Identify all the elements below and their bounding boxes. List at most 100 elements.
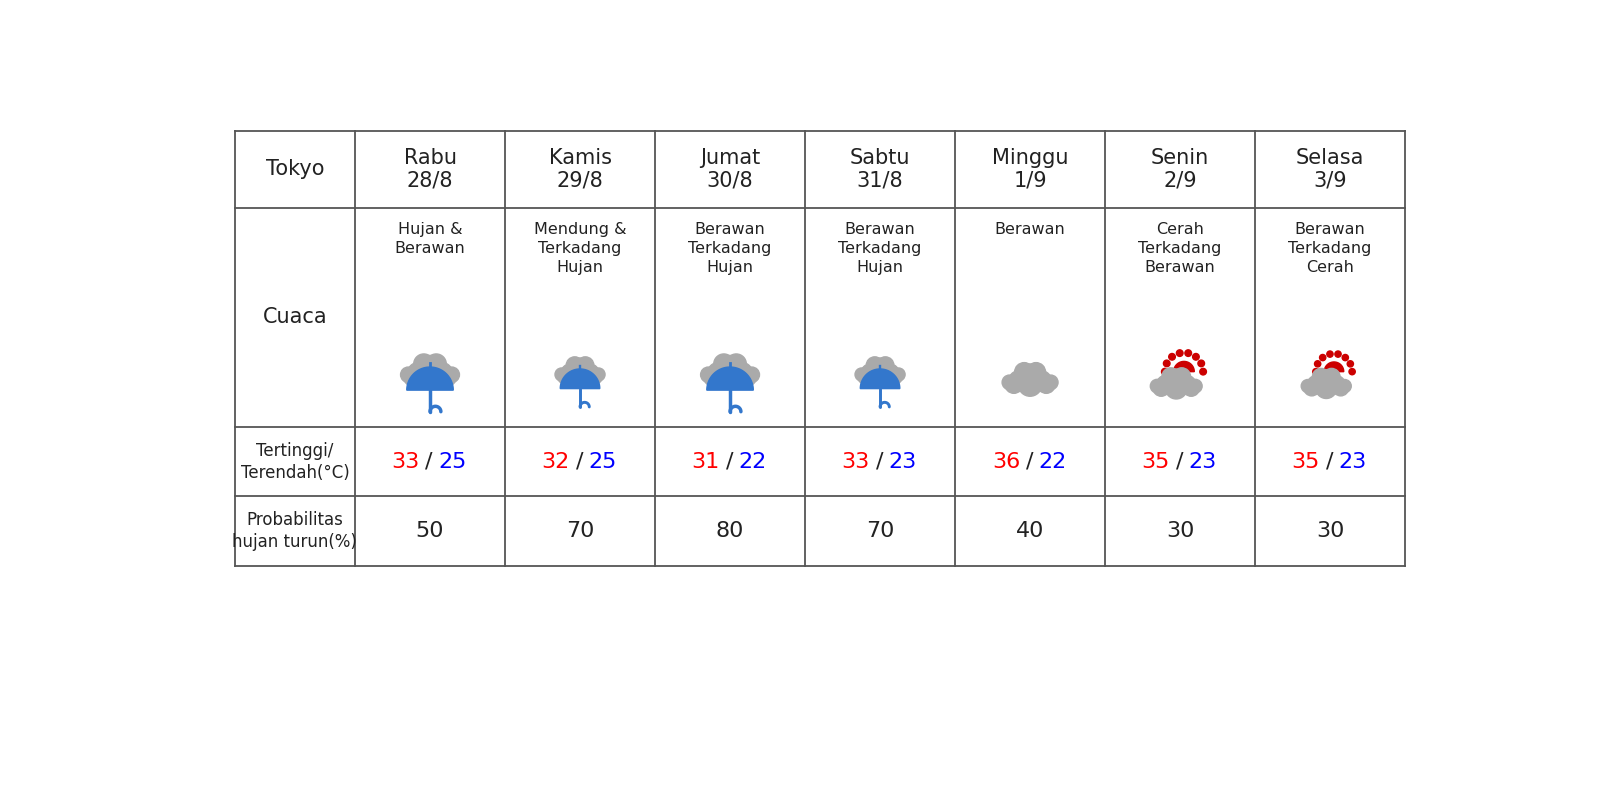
Circle shape (1008, 370, 1029, 391)
Circle shape (438, 368, 456, 386)
Circle shape (1176, 350, 1182, 357)
Text: 33: 33 (842, 452, 870, 472)
Circle shape (566, 357, 584, 374)
Circle shape (1304, 380, 1320, 396)
Circle shape (1018, 364, 1043, 390)
Text: 50: 50 (416, 521, 445, 541)
Circle shape (1043, 375, 1058, 390)
Circle shape (714, 354, 734, 374)
Circle shape (731, 362, 752, 384)
Text: 23: 23 (1339, 452, 1366, 472)
Circle shape (726, 354, 746, 374)
Circle shape (443, 367, 459, 382)
Circle shape (416, 355, 443, 383)
Circle shape (704, 368, 722, 386)
Circle shape (744, 367, 760, 382)
Circle shape (861, 364, 880, 382)
Circle shape (1315, 378, 1336, 398)
Circle shape (1037, 376, 1054, 394)
Text: Selasa
3/9: Selasa 3/9 (1296, 147, 1365, 190)
Circle shape (1192, 354, 1200, 360)
Circle shape (562, 364, 579, 382)
Text: Minggu
1/9: Minggu 1/9 (992, 147, 1069, 190)
Circle shape (400, 367, 416, 382)
Circle shape (1347, 361, 1354, 367)
Text: 36: 36 (992, 452, 1021, 472)
Text: 32: 32 (542, 452, 570, 472)
Text: 30: 30 (1315, 521, 1344, 541)
Circle shape (1301, 379, 1314, 393)
Circle shape (869, 358, 891, 382)
Circle shape (869, 366, 891, 387)
Circle shape (1163, 360, 1170, 366)
Text: /: / (426, 452, 434, 472)
Circle shape (880, 364, 899, 382)
Circle shape (1334, 351, 1341, 358)
Circle shape (1349, 369, 1355, 374)
Circle shape (738, 368, 757, 386)
Circle shape (1163, 369, 1189, 394)
Text: Cerah
Terkadang
Berawan: Cerah Terkadang Berawan (1139, 222, 1222, 275)
Text: /: / (1176, 452, 1182, 472)
Text: 30: 30 (1166, 521, 1194, 541)
Text: 23: 23 (888, 452, 917, 472)
Text: Kamis
29/8: Kamis 29/8 (549, 147, 611, 190)
Circle shape (558, 369, 573, 384)
Circle shape (854, 368, 869, 381)
Text: /: / (725, 452, 733, 472)
Text: Tokyo: Tokyo (266, 159, 325, 179)
Circle shape (1323, 368, 1341, 386)
Text: Berawan
Terkadang
Cerah: Berawan Terkadang Cerah (1288, 222, 1371, 275)
Circle shape (1338, 379, 1352, 393)
Circle shape (718, 365, 742, 390)
Circle shape (568, 358, 592, 382)
Circle shape (1150, 379, 1163, 393)
Circle shape (1326, 375, 1346, 394)
Text: Rabu
28/8: Rabu 28/8 (403, 147, 456, 190)
Circle shape (555, 368, 568, 381)
Polygon shape (1325, 362, 1344, 372)
Circle shape (1154, 380, 1170, 396)
Text: Tertinggi/
Terendah(°C): Tertinggi/ Terendah(°C) (240, 442, 349, 482)
Text: Senin
2/9: Senin 2/9 (1150, 147, 1210, 190)
Circle shape (717, 355, 744, 383)
Text: 25: 25 (438, 452, 467, 472)
Text: Berawan: Berawan (995, 222, 1066, 237)
Text: /: / (576, 452, 582, 472)
Text: Jumat
30/8: Jumat 30/8 (699, 147, 760, 190)
Text: 33: 33 (392, 452, 419, 472)
Circle shape (1307, 375, 1325, 394)
Text: /: / (875, 452, 883, 472)
Circle shape (1320, 354, 1326, 361)
Text: Mendung &
Terkadang
Hujan: Mendung & Terkadang Hujan (534, 222, 626, 275)
Circle shape (1198, 360, 1205, 366)
Circle shape (1178, 375, 1197, 394)
Circle shape (1342, 354, 1349, 361)
Circle shape (1014, 362, 1034, 382)
Circle shape (426, 354, 446, 374)
Circle shape (701, 367, 717, 382)
Text: /: / (1325, 452, 1333, 472)
Circle shape (418, 365, 443, 390)
Circle shape (1162, 368, 1179, 386)
Circle shape (576, 357, 594, 374)
Circle shape (414, 354, 434, 374)
Circle shape (1018, 373, 1042, 396)
Text: 35: 35 (1291, 452, 1320, 472)
Circle shape (1333, 380, 1349, 396)
Polygon shape (560, 369, 600, 389)
Polygon shape (707, 367, 754, 390)
Circle shape (1165, 378, 1187, 399)
Circle shape (1312, 369, 1318, 374)
Circle shape (581, 364, 598, 382)
Circle shape (1026, 362, 1045, 382)
Text: 40: 40 (1016, 521, 1045, 541)
Text: Hujan &
Berawan: Hujan & Berawan (395, 222, 466, 256)
Text: Berawan
Terkadang
Hujan: Berawan Terkadang Hujan (838, 222, 922, 275)
Text: Berawan
Terkadang
Hujan: Berawan Terkadang Hujan (688, 222, 771, 275)
Circle shape (1182, 380, 1200, 396)
Text: 70: 70 (566, 521, 594, 541)
Circle shape (430, 362, 453, 384)
Circle shape (1162, 368, 1168, 375)
Text: 23: 23 (1189, 452, 1218, 472)
